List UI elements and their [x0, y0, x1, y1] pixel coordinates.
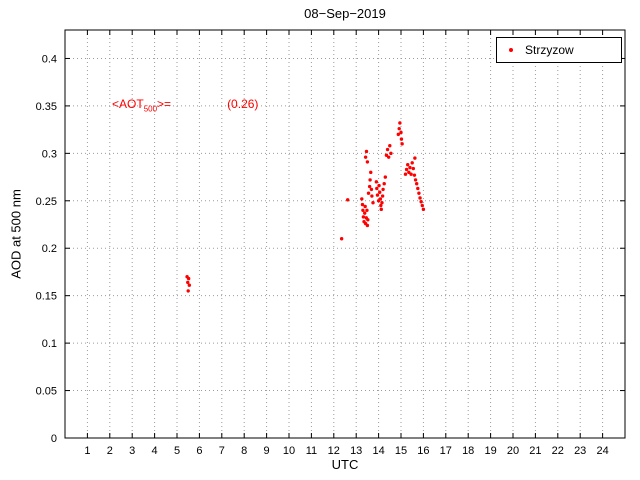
svg-text:0.1: 0.1	[42, 338, 57, 350]
svg-text:1: 1	[84, 445, 90, 457]
svg-text:4: 4	[152, 445, 158, 457]
svg-text:0.3: 0.3	[42, 148, 57, 160]
legend-series-label: Strzyzow	[525, 43, 574, 57]
svg-text:19: 19	[484, 445, 496, 457]
svg-text:5: 5	[174, 445, 180, 457]
svg-text:2: 2	[107, 445, 113, 457]
svg-text:0.2: 0.2	[42, 243, 57, 255]
legend-marker-dot-icon	[509, 48, 513, 52]
svg-text:3: 3	[129, 445, 135, 457]
svg-text:0.35: 0.35	[36, 101, 57, 113]
chart-title: 08−Sep−2019	[304, 6, 386, 21]
svg-text:0.4: 0.4	[42, 53, 57, 65]
aot-annotation-post: >=	[157, 97, 172, 111]
svg-text:22: 22	[552, 445, 564, 457]
aot-annotation-value: (0.26)	[227, 97, 259, 111]
svg-text:21: 21	[529, 445, 541, 457]
svg-text:11: 11	[306, 445, 317, 457]
aot-mean-annotation: <AOT500>= (0.26)	[112, 97, 258, 113]
y-axis-label: AOD at 500 nm	[8, 189, 24, 279]
svg-text:17: 17	[440, 445, 452, 457]
x-axis-label: UTC	[331, 457, 359, 472]
svg-text:6: 6	[196, 445, 202, 457]
svg-text:20: 20	[507, 445, 519, 457]
svg-text:7: 7	[219, 445, 225, 457]
svg-text:12: 12	[328, 445, 340, 457]
svg-text:8: 8	[241, 445, 247, 457]
legend: Strzyzow	[496, 37, 622, 63]
svg-text:16: 16	[417, 445, 429, 457]
svg-text:13: 13	[350, 445, 362, 457]
svg-text:0: 0	[51, 433, 57, 445]
svg-text:24: 24	[596, 445, 608, 457]
aot-annotation-pre: <AOT	[112, 97, 144, 111]
svg-text:0.05: 0.05	[36, 386, 57, 398]
svg-text:0.25: 0.25	[36, 196, 57, 208]
svg-text:23: 23	[574, 445, 586, 457]
svg-text:14: 14	[372, 445, 384, 457]
svg-text:10: 10	[283, 445, 295, 457]
svg-text:9: 9	[264, 445, 270, 457]
aot-annotation-subscript: 500	[143, 104, 158, 114]
svg-text:18: 18	[462, 445, 474, 457]
svg-text:15: 15	[395, 445, 407, 457]
svg-text:0.15: 0.15	[36, 291, 57, 303]
